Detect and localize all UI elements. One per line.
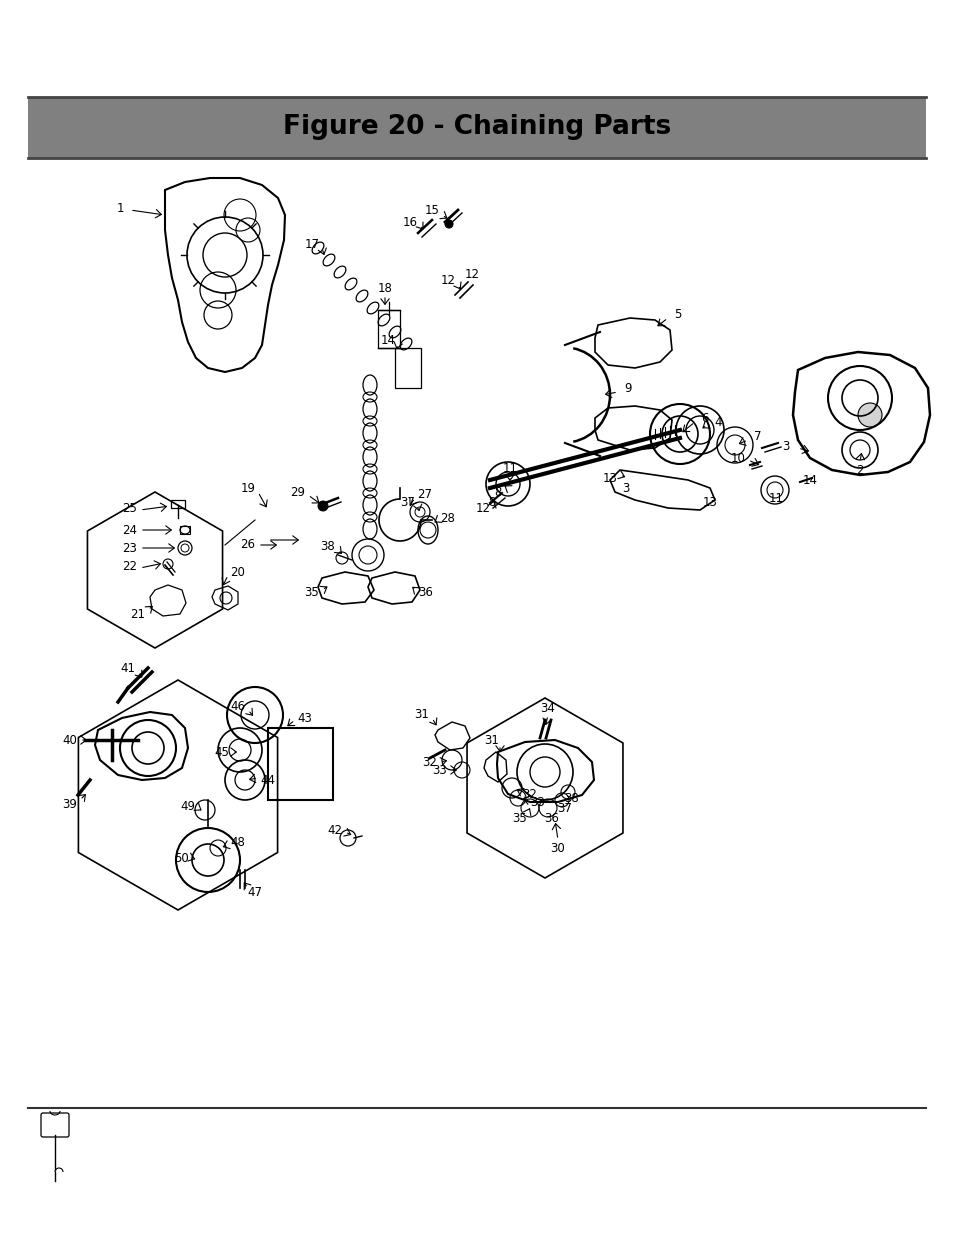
Text: 35: 35 [304,585,319,599]
Text: 43: 43 [297,711,313,725]
Text: 38: 38 [564,792,578,804]
Text: 28: 28 [440,511,455,525]
Text: 3: 3 [621,482,629,494]
Text: 13: 13 [701,495,717,509]
Text: 40: 40 [63,734,77,746]
Text: 31: 31 [415,708,429,720]
Text: 16: 16 [402,215,417,228]
Text: 38: 38 [320,540,335,552]
Text: 27: 27 [417,489,432,501]
Circle shape [857,403,882,427]
Text: 9: 9 [623,383,631,395]
Text: 7: 7 [754,431,760,443]
Text: 8: 8 [488,495,496,509]
Bar [28,98,925,158]
Bar [180,526,190,534]
Text: 48: 48 [231,836,245,850]
Circle shape [317,501,328,511]
Text: 24: 24 [122,524,137,536]
Text: 12: 12 [440,273,455,287]
Text: 12: 12 [475,501,490,515]
Text: 42: 42 [327,824,342,836]
Text: 2: 2 [856,463,862,477]
Text: 8: 8 [494,485,501,499]
Text: 49: 49 [180,799,195,813]
Text: 46: 46 [231,699,245,713]
Text: 33: 33 [530,795,545,809]
Bar [395,348,420,388]
Text: 17: 17 [304,237,319,251]
Circle shape [444,220,453,228]
Text: 30: 30 [550,841,565,855]
Text: 25: 25 [122,501,137,515]
Text: 18: 18 [377,282,392,294]
Text: 37: 37 [557,802,572,815]
Text: 34: 34 [540,701,555,715]
Text: 14: 14 [380,333,395,347]
Text: 23: 23 [122,541,137,555]
Text: 44: 44 [260,773,275,787]
Text: 13: 13 [602,472,617,484]
Text: 37: 37 [400,495,415,509]
Text: 29: 29 [291,485,305,499]
Text: 3: 3 [781,440,789,452]
Text: 15: 15 [424,204,439,216]
Text: 26: 26 [240,538,255,552]
Text: 41: 41 [120,662,135,674]
Bar [171,500,185,508]
Text: 50: 50 [174,851,190,864]
Text: 4: 4 [714,415,721,429]
Text: 39: 39 [63,798,77,810]
Text: Figure 20 - Chaining Parts: Figure 20 - Chaining Parts [283,115,670,141]
Text: 33: 33 [432,763,447,777]
Text: 6: 6 [700,411,708,425]
Bar [377,310,399,348]
Text: 11: 11 [768,492,782,505]
Text: 21: 21 [131,608,146,620]
Text: 11: 11 [502,462,517,474]
Text: 35: 35 [512,811,527,825]
Text: 20: 20 [231,566,245,578]
Text: 1: 1 [116,201,124,215]
Text: 47: 47 [247,885,262,899]
Text: 36: 36 [418,585,433,599]
Text: 45: 45 [214,746,230,758]
Text: 36: 36 [544,811,558,825]
Text: 32: 32 [422,756,437,768]
Text: 19: 19 [240,482,255,494]
Text: 5: 5 [674,309,681,321]
Text: 12: 12 [464,268,479,282]
Text: 22: 22 [122,559,137,573]
Bar [268,727,333,800]
Text: 32: 32 [522,788,537,802]
Text: 31: 31 [484,734,499,746]
Text: 14: 14 [801,473,817,487]
Text: 10: 10 [730,452,744,464]
